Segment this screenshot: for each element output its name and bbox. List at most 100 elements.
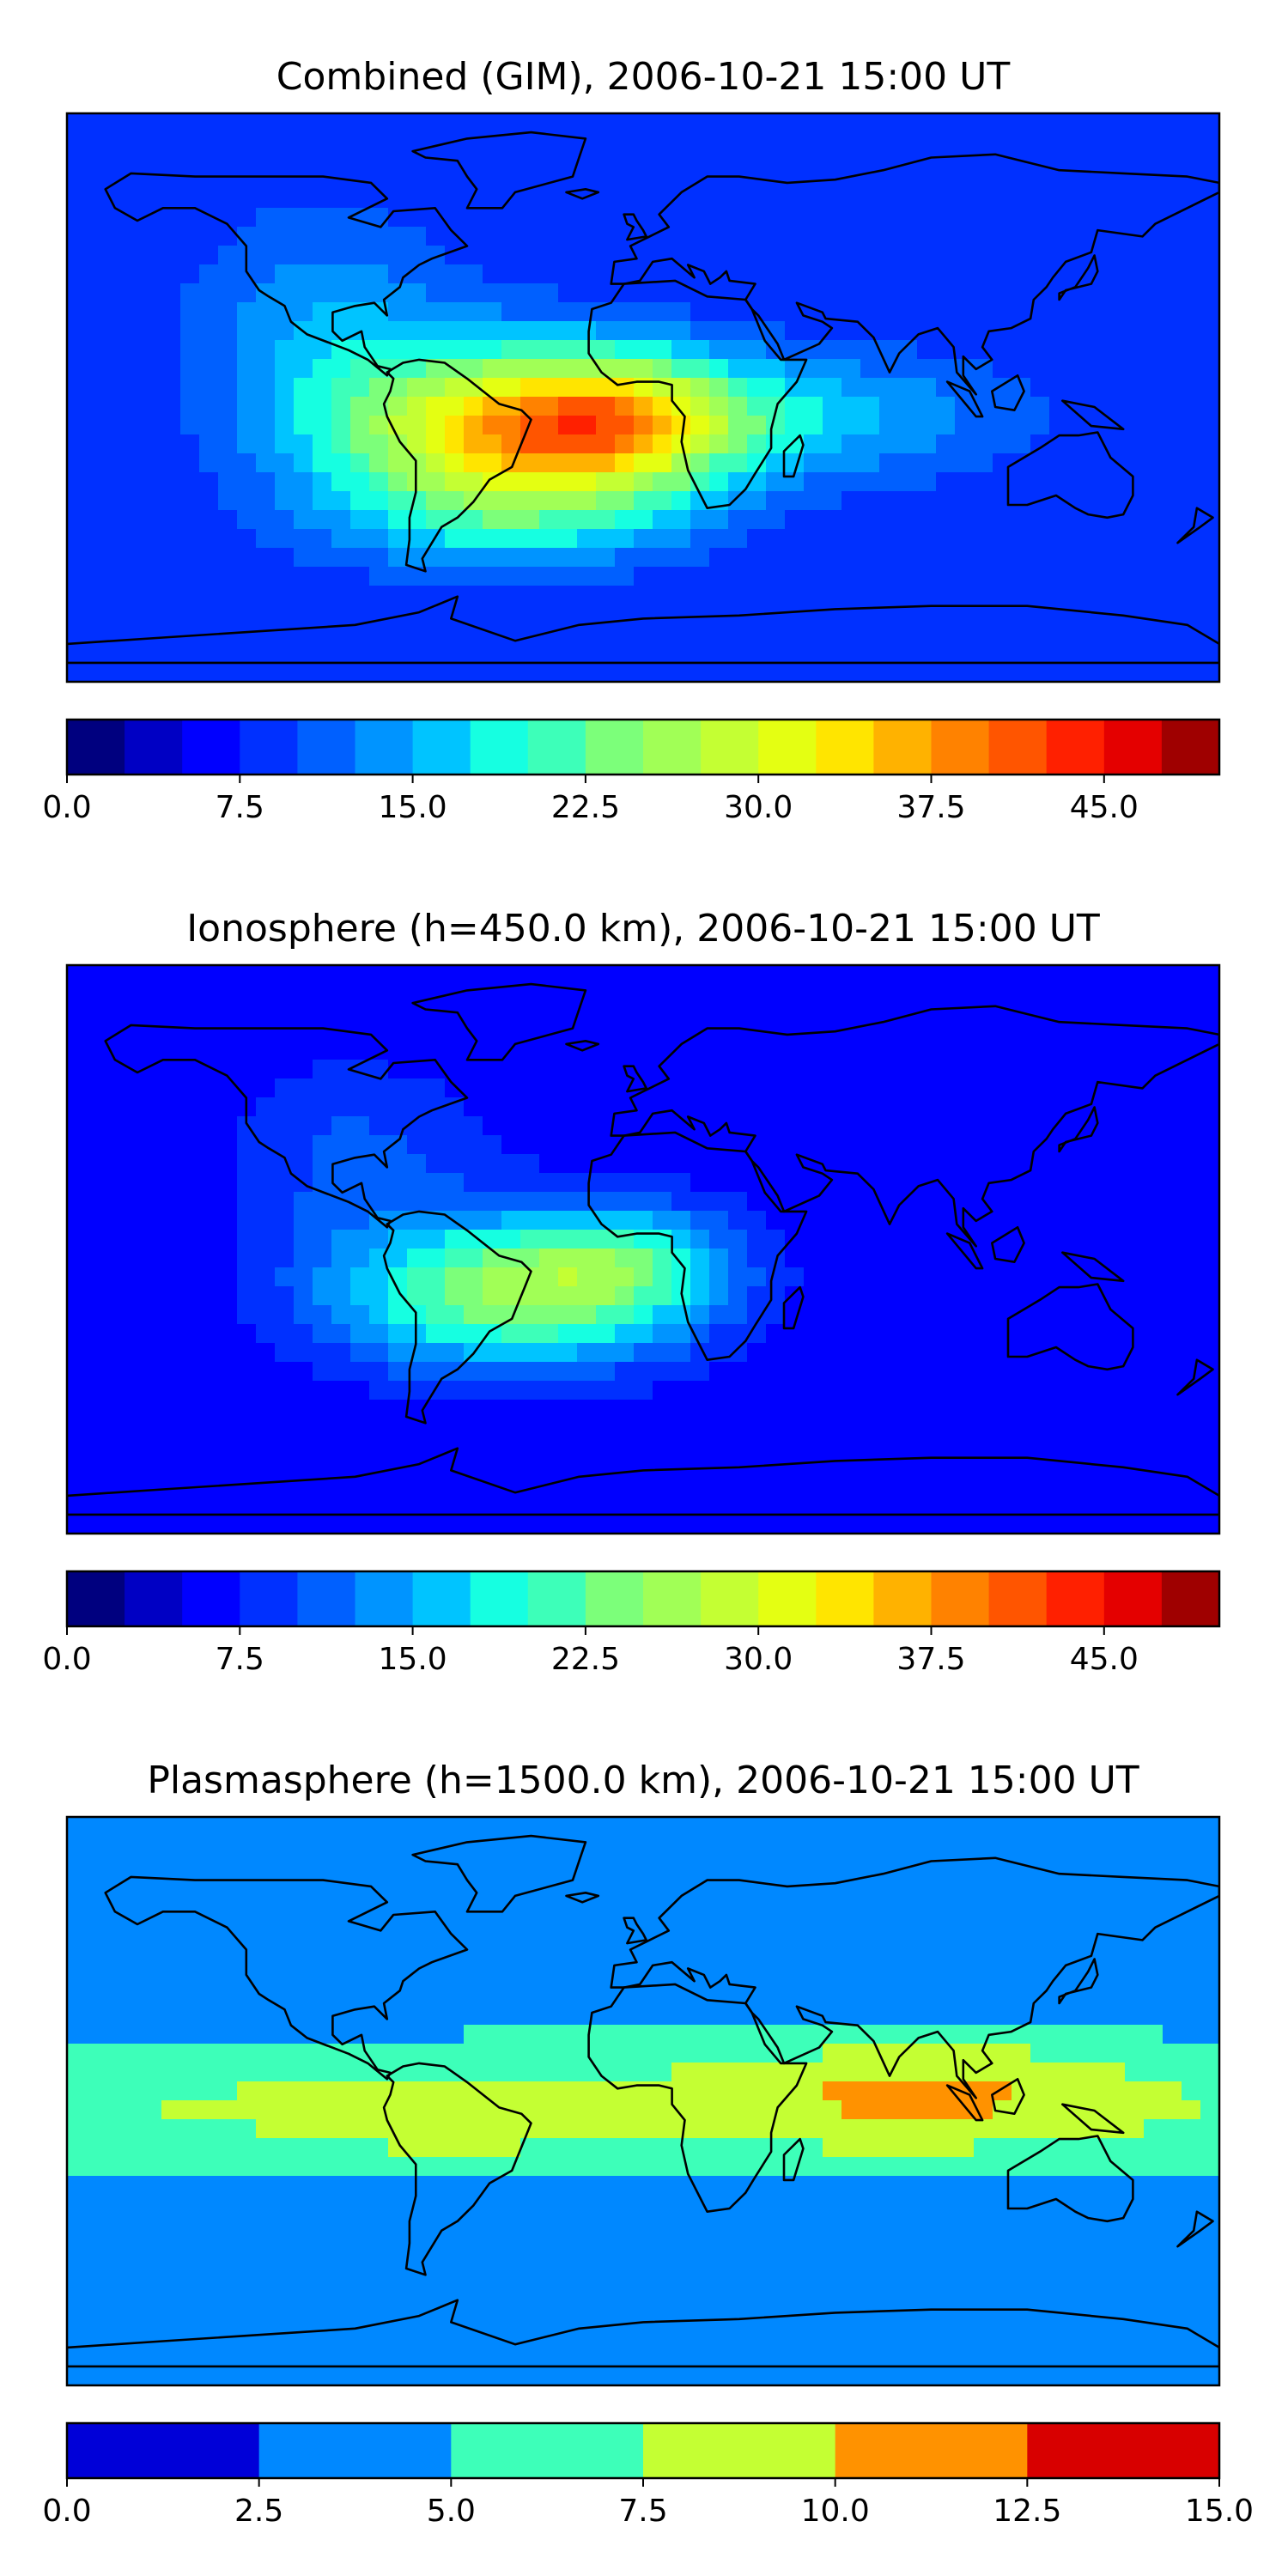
field-cell — [1125, 151, 1145, 171]
field-cell — [1068, 1381, 1088, 1400]
field-cell — [86, 1003, 106, 1023]
field-cell — [539, 491, 559, 511]
field-cell — [653, 1305, 672, 1325]
field-cell — [426, 321, 446, 341]
field-cell — [653, 642, 672, 662]
field-cell — [105, 2006, 125, 2026]
field-cell — [917, 1249, 937, 1268]
field-cell — [313, 1249, 332, 1268]
field-cell — [690, 359, 710, 379]
field-cell — [161, 2044, 181, 2063]
field-cell — [199, 2081, 219, 2101]
field-cell — [879, 1381, 899, 1400]
field-cell — [917, 2100, 937, 2120]
field-cell — [331, 1324, 351, 1344]
field-cell — [1163, 340, 1182, 360]
field-cell — [1125, 1987, 1145, 2007]
field-cell — [1200, 2025, 1219, 2044]
field-cell — [596, 453, 616, 473]
field-cell — [1068, 510, 1088, 530]
field-cell — [350, 1135, 370, 1155]
field-cell — [275, 1211, 295, 1230]
field-cell — [841, 1116, 861, 1136]
field-cell — [1087, 453, 1107, 473]
tick-label: 45.0 — [1070, 790, 1139, 825]
field-cell — [143, 680, 162, 682]
field-cell — [634, 1987, 653, 2007]
field-cell — [993, 1135, 1012, 1155]
field-cell — [350, 1968, 370, 1988]
field-cell — [1182, 965, 1201, 985]
field-cell — [331, 1400, 351, 1419]
field-cell — [1087, 359, 1107, 379]
field-cell — [671, 984, 691, 1004]
field-cell — [1125, 1211, 1145, 1230]
field-cell — [1012, 1987, 1031, 2007]
field-cell — [275, 965, 295, 985]
field-cell — [917, 2006, 937, 2026]
field-cell — [1125, 1154, 1145, 1174]
field-cell — [615, 472, 635, 492]
field-cell — [993, 1437, 1012, 1457]
field-cell — [709, 1116, 729, 1136]
field-cell — [520, 642, 540, 662]
field-cell — [1106, 1513, 1126, 1533]
field-cell — [841, 434, 861, 454]
field-cell — [898, 302, 918, 322]
field-cell — [256, 359, 276, 379]
field-cell — [313, 472, 332, 492]
field-cell — [275, 264, 295, 284]
field-cell — [501, 453, 521, 473]
field-cell — [464, 340, 483, 360]
field-cell — [1106, 1494, 1126, 1514]
field-cell — [596, 1362, 616, 1382]
field-cell — [143, 1305, 162, 1325]
field-cell — [1163, 548, 1182, 568]
field-cell — [294, 1532, 313, 1534]
field-cell — [388, 1362, 408, 1382]
field-cell — [483, 1437, 502, 1457]
field-cell — [105, 246, 125, 265]
field-cell — [671, 965, 691, 985]
field-cell — [1200, 1230, 1219, 1249]
field-cell — [1200, 2081, 1219, 2101]
field-cell — [1163, 1400, 1182, 1419]
field-cell — [747, 1211, 767, 1230]
field-cell — [653, 1400, 672, 1419]
field-cell — [143, 1135, 162, 1155]
field-cell — [1200, 1192, 1219, 1212]
field-cell — [1125, 965, 1145, 985]
field-cell — [1182, 605, 1201, 624]
field-cell — [237, 1154, 257, 1174]
field-cell — [558, 1154, 578, 1174]
field-cell — [577, 132, 597, 152]
field-cell — [445, 965, 465, 985]
field-cell — [105, 1836, 125, 1856]
field-cell — [785, 605, 805, 624]
field-cell — [86, 434, 106, 454]
field-cell — [275, 2025, 295, 2044]
field-cell — [161, 1249, 181, 1268]
field-cell — [1106, 397, 1126, 416]
field-cell — [634, 623, 653, 643]
field-cell — [955, 1154, 975, 1174]
field-cell — [1106, 1097, 1126, 1117]
field-cell — [634, 1211, 653, 1230]
field-cell — [993, 1381, 1012, 1400]
field-cell — [671, 1437, 691, 1457]
field-cell — [1030, 1192, 1050, 1212]
field-cell — [369, 246, 389, 265]
field-cell — [483, 1230, 502, 1249]
field-cell — [1182, 623, 1201, 643]
field-cell — [728, 1116, 748, 1136]
field-cell — [331, 491, 351, 511]
field-cell — [501, 302, 521, 322]
field-cell — [237, 151, 257, 171]
field-cell — [180, 416, 200, 435]
field-cell — [577, 302, 597, 322]
field-cell — [747, 567, 767, 586]
field-cell — [388, 2138, 408, 2158]
field-cell — [1125, 984, 1145, 1004]
field-cell — [804, 1817, 823, 1837]
field-cell — [1125, 1893, 1145, 1912]
